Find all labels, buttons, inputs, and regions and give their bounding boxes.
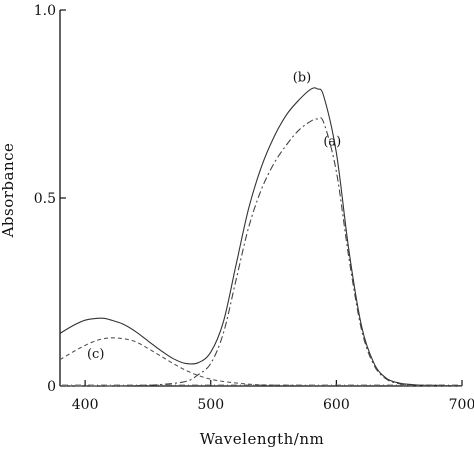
series-label-0: (b): [293, 70, 311, 85]
series-label-2: (c): [87, 347, 104, 362]
x-tick-label: 700: [449, 397, 474, 413]
series-labels: (b) (a) (c): [87, 70, 341, 361]
x-tick-label: 600: [323, 397, 350, 413]
series-line-0: [59, 87, 463, 387]
series-curves: [59, 87, 463, 387]
series-line-1: [60, 117, 462, 387]
series-label-1: (a): [323, 135, 341, 150]
x-tick-label: 400: [72, 397, 99, 413]
y-tick-label: 0.5: [34, 191, 56, 207]
y-tick-label: 1.0: [34, 3, 56, 19]
series-line-2: [59, 337, 463, 387]
x-axis-title: Wavelength/nm: [200, 430, 324, 448]
y-tick-label: 0: [47, 379, 56, 395]
x-tick-label: 500: [197, 397, 224, 413]
y-axis-title: Absorbance: [0, 143, 17, 239]
